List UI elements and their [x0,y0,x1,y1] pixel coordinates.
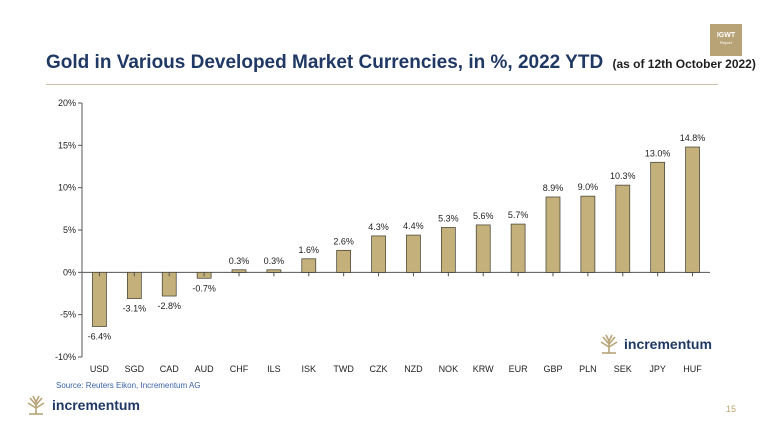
bar-nzd [406,234,421,273]
category-label: GBP [543,364,562,374]
category-label: SEK [614,364,632,374]
category-label: SGD [125,364,145,374]
category-label: EUR [509,364,529,374]
category-label: ILS [267,364,281,374]
category-label: NZD [404,364,423,374]
data-label: 1.6% [299,245,320,255]
category-label: CHF [230,364,249,374]
category-label: CZK [370,364,388,374]
category-label: NOK [439,364,459,374]
bar-krw [475,224,491,273]
y-tick-label: -5% [60,310,76,320]
category-label: CAD [160,364,180,374]
data-label: 4.3% [368,222,389,232]
igwt-report-badge: IGWT Report [710,24,742,56]
chart-brand-logo: incrementum [599,334,712,354]
data-label: 9.0% [578,182,599,192]
bar-gbp [545,196,561,273]
chart-title-text: Gold in Various Developed Market Currenc… [46,52,604,73]
chart-subtitle: (as of 12th October 2022) [612,57,756,71]
bar-ils [266,269,282,273]
data-label: 14.8% [680,133,706,143]
data-label: -0.7% [192,283,216,293]
data-label: 2.6% [333,236,354,246]
source-note: Source: Reuters Eikon, Incrementum AG [56,381,201,390]
bar-pln [580,195,596,273]
bar-usd [92,271,107,327]
footer-brand-logo: incrementum [26,395,140,415]
bar-chf [231,269,247,273]
category-label: JPY [649,364,666,374]
bar-eur [510,223,526,273]
brand-name: incrementum [624,336,712,352]
bar-twd [336,249,352,273]
y-tick-label: 0% [63,267,76,277]
bar-jpy [650,161,666,273]
bar-czk [371,235,386,273]
data-label: 4.4% [403,221,424,231]
bar-huf [685,146,700,273]
data-label: 5.7% [508,210,529,220]
y-tick-label: 15% [58,140,76,150]
bar-nok [440,227,456,273]
category-label: AUD [195,364,215,374]
data-label: 0.3% [229,256,250,266]
data-label: -2.8% [157,301,181,311]
badge-line1: IGWT [716,32,736,39]
bar-isk [301,258,317,273]
title-divider [46,84,718,85]
data-label: 13.0% [645,148,671,158]
data-label: 8.9% [543,183,564,193]
y-tick-label: 20% [58,98,76,108]
chart-title: Gold in Various Developed Market Currenc… [46,52,756,74]
badge-line2: Report [719,40,732,45]
category-label: HUF [683,364,702,374]
page-number: 15 [726,404,737,414]
y-tick-label: 10% [58,183,76,193]
category-label: TWD [333,364,354,374]
data-label: -3.1% [123,304,147,314]
category-label: ISK [302,364,317,374]
brand-name: incrementum [52,397,140,413]
data-label: 5.6% [473,211,494,221]
category-label: PLN [579,364,597,374]
data-label: 0.3% [264,256,285,266]
category-label: USD [90,364,110,374]
data-label: 10.3% [610,171,636,181]
y-tick-label: -10% [55,352,76,362]
bar-sek [615,184,631,273]
incrementum-tree-icon [600,334,618,354]
data-label: 5.3% [438,213,459,223]
category-label: KRW [473,364,494,374]
incrementum-tree-icon [27,395,45,415]
y-tick-label: 5% [63,225,76,235]
data-label: -6.4% [88,332,112,342]
